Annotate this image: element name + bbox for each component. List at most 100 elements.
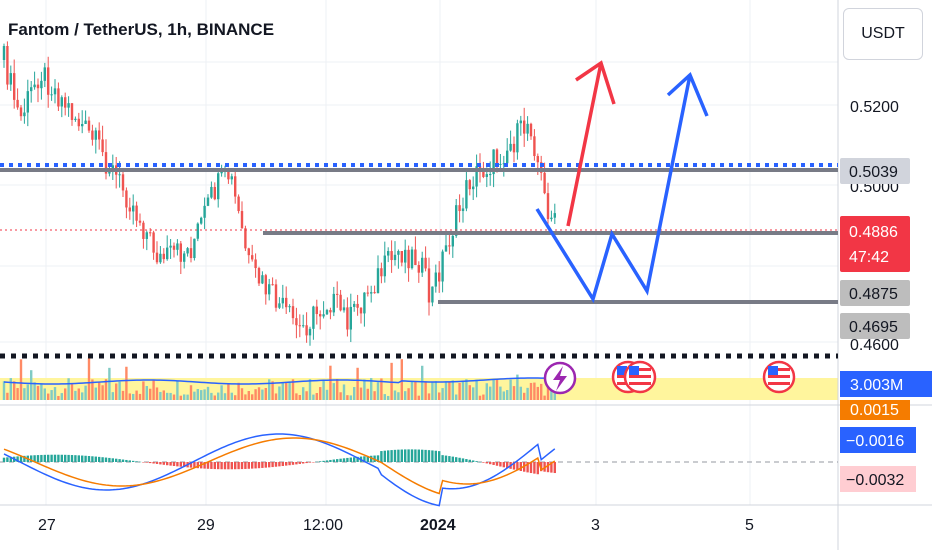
candle-body [451, 235, 454, 247]
macd-histogram-bar [128, 460, 131, 462]
volume-bar [155, 387, 159, 400]
volume-bar [240, 388, 244, 400]
volume-bar [176, 381, 179, 400]
macd-histogram-bar [19, 456, 23, 462]
candle-body [540, 162, 543, 173]
volume-bar [104, 379, 108, 400]
macd-histogram-bar [427, 450, 431, 462]
volume-bar [492, 379, 495, 400]
volume-bar [366, 388, 369, 400]
time-tick: 5 [745, 517, 754, 534]
macd-histogram-bar [94, 456, 97, 462]
macd-histogram-bar [91, 456, 94, 462]
candle-body [16, 99, 19, 108]
macd-histogram-bar [461, 458, 465, 462]
volume-bar [193, 391, 196, 400]
volume-bar [291, 379, 295, 400]
volume-bar [125, 366, 128, 400]
volume-bar [234, 395, 237, 400]
candle-body [152, 232, 155, 253]
candle-body [516, 123, 519, 153]
macd-histogram-bar [251, 462, 254, 469]
candle-body [84, 120, 87, 125]
macd-histogram-bar [87, 456, 91, 462]
macd-histogram-bar [149, 462, 152, 464]
candle-body [533, 136, 536, 157]
macd-histogram-bar [50, 454, 53, 462]
macd-histogram-bar [6, 457, 9, 462]
candle-body [342, 307, 346, 311]
price-tick: 0.4600 [850, 337, 899, 354]
macd-histogram-bar [166, 462, 169, 466]
volume-bar [2, 381, 6, 400]
candle-body [519, 120, 522, 124]
volume-bar [414, 382, 417, 400]
macd-histogram-bar [206, 462, 210, 469]
candle-body [390, 251, 393, 261]
macd-histogram-bar [536, 462, 539, 475]
volume-bar [132, 393, 135, 400]
volume-bar [363, 379, 366, 400]
candle-body [240, 211, 244, 229]
volume-bar [74, 390, 77, 400]
macd-histogram-bar [400, 449, 403, 462]
candle-body [257, 268, 261, 284]
svg-text:0.5039: 0.5039 [849, 164, 898, 181]
candle-body [523, 120, 526, 134]
volume-bar [30, 370, 33, 400]
volume-bar [509, 379, 512, 400]
volume-bar [121, 390, 125, 400]
volume-bar [40, 384, 43, 400]
volume-bar [451, 380, 454, 400]
volume-bar [36, 385, 40, 400]
candle-body [132, 205, 135, 212]
macd-histogram-bar [138, 461, 142, 463]
volume-bar [305, 391, 308, 400]
us-flag-event-icon[interactable] [623, 360, 657, 394]
macd-histogram-bar [70, 455, 74, 462]
candle-body [281, 297, 284, 304]
volume-bar [444, 382, 448, 400]
candle-body [315, 306, 318, 315]
candle-body [101, 139, 104, 153]
volume-bar [220, 385, 223, 400]
candle-body [461, 208, 465, 212]
candle-body [26, 91, 29, 113]
lightning-event-icon[interactable] [543, 361, 577, 395]
projection-blue-path[interactable] [535, 74, 692, 304]
candle-body [356, 303, 359, 308]
candle-body [448, 245, 451, 247]
volume-bar [424, 381, 427, 400]
macd-histogram-bar [121, 459, 125, 462]
volume-bar [81, 392, 84, 400]
chart-title: Fantom / TetherUS, 1h, BINANCE [8, 20, 275, 39]
volume-bar [533, 382, 536, 400]
svg-text:0.4875: 0.4875 [849, 286, 898, 303]
candle-body [166, 247, 169, 260]
macd-histogram-bar [404, 449, 407, 462]
volume-bar [489, 386, 492, 400]
us-flag-event-icon[interactable] [762, 360, 796, 394]
currency-button[interactable]: USDT [843, 8, 923, 60]
macd-histogram-bar [322, 460, 325, 462]
svg-text:0.0015: 0.0015 [850, 402, 899, 419]
svg-text:−0.0016: −0.0016 [846, 433, 904, 450]
volume-bar [427, 393, 431, 400]
volume-bar [227, 383, 230, 400]
volume-bar [543, 395, 546, 400]
volume-bar [77, 388, 80, 400]
volume-moving-average-line [3, 377, 555, 385]
volume-bar [149, 388, 152, 400]
volume-bar [206, 386, 210, 400]
volume-bar [376, 382, 380, 400]
projection-red-arrow[interactable] [566, 62, 603, 227]
candle-body [410, 249, 414, 269]
candle-body [305, 325, 308, 336]
time-tick: 29 [197, 517, 215, 534]
macd-histogram-bar [308, 462, 312, 463]
volume-bar [142, 381, 145, 400]
candle-body [325, 310, 329, 315]
macd-histogram-bar [240, 462, 244, 470]
candle-body [138, 220, 142, 223]
